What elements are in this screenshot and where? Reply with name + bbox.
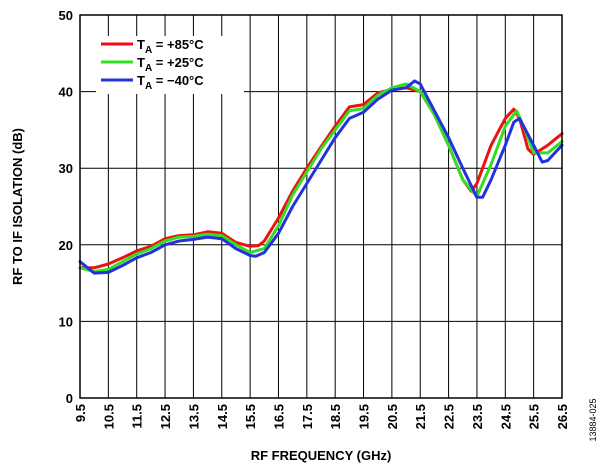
legend-background — [96, 36, 244, 94]
x-tick-label: 14.5 — [215, 404, 230, 429]
x-tick-label: 9.5 — [73, 404, 88, 422]
y-tick-label: 0 — [66, 391, 73, 406]
y-axis-label: RF TO IF ISOLATION (dB) — [10, 128, 25, 285]
x-tick-label: 17.5 — [300, 404, 315, 429]
y-tick-label: 40 — [59, 85, 73, 100]
x-tick-label: 10.5 — [101, 404, 116, 429]
series-lines — [78, 79, 564, 275]
figure-id: 13884-025 — [588, 398, 598, 441]
y-tick-label: 50 — [59, 8, 73, 23]
legend-label: TA = +85°C — [137, 37, 204, 56]
x-tick-label: 19.5 — [357, 404, 372, 429]
legend: TA = +85°CTA = +25°CTA = −40°C — [96, 36, 244, 94]
y-tick-label: 10 — [59, 314, 73, 329]
x-tick-label: 13.5 — [186, 404, 201, 429]
series-line — [78, 82, 564, 274]
x-tick-label: 11.5 — [130, 404, 145, 429]
legend-label: TA = −40°C — [137, 73, 204, 92]
legend-label: TA = +25°C — [137, 55, 204, 74]
x-tick-label: 16.5 — [271, 404, 286, 429]
x-tick-label: 21.5 — [413, 404, 428, 429]
plot-frame — [79, 14, 563, 399]
x-tick-label: 25.5 — [527, 404, 542, 429]
x-tick-label: 18.5 — [328, 404, 343, 429]
x-tick-label: 23.5 — [470, 404, 485, 429]
x-tick-label: 20.5 — [385, 404, 400, 429]
y-tick-labels: 0 10 20 30 40 50 — [59, 8, 73, 406]
x-tick-label: 26.5 — [555, 404, 570, 429]
x-tick-label: 24.5 — [498, 404, 513, 429]
series-line — [78, 86, 564, 270]
x-axis-label: RF FREQUENCY (GHz) — [251, 448, 392, 463]
x-tick-label: 12.5 — [158, 404, 173, 429]
x-tick-label: 22.5 — [442, 404, 457, 429]
y-tick-label: 30 — [59, 161, 73, 176]
y-tick-label: 20 — [59, 238, 73, 253]
x-tick-labels: 9.5 10.5 11.5 12.5 13.5 14.5 15.5 16.5 17.5 18.5 1… — [73, 404, 570, 429]
x-tick-label: 15.5 — [243, 404, 258, 429]
series-line — [78, 79, 564, 275]
